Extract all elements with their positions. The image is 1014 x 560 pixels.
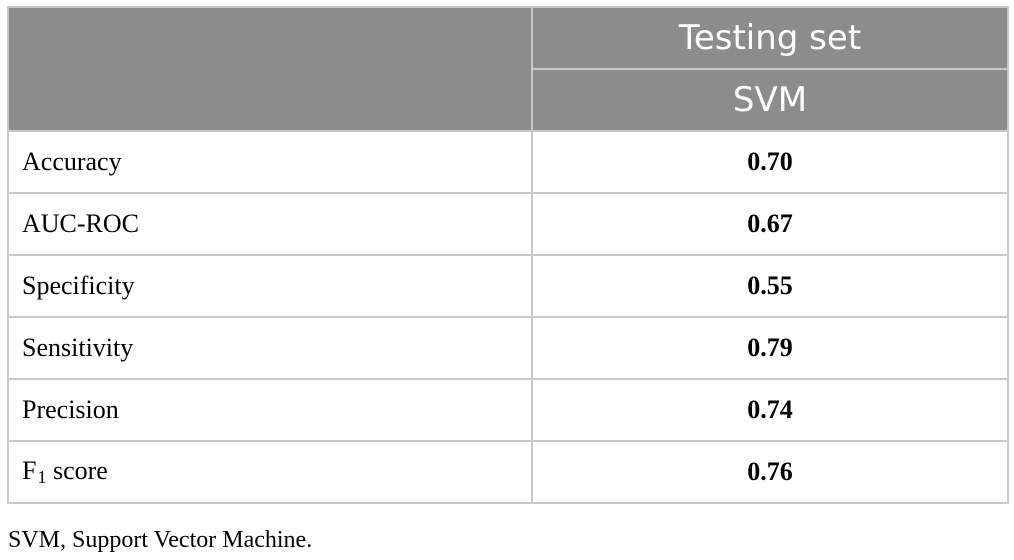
table-footnote: SVM, Support Vector Machine.	[8, 527, 313, 553]
metric-label: F1 score	[7, 440, 533, 504]
table-row: Accuracy 0.70	[7, 130, 1009, 194]
metric-label: Specificity	[7, 254, 533, 318]
metric-value: 0.67	[531, 192, 1009, 256]
metric-value: 0.76	[531, 440, 1009, 504]
metric-label: Accuracy	[7, 130, 533, 194]
metric-value: 0.55	[531, 254, 1009, 318]
header-empty-cell	[7, 6, 533, 132]
metric-value: 0.79	[531, 316, 1009, 380]
metric-label-suffix: score	[46, 456, 108, 485]
metric-label: Precision	[7, 378, 533, 442]
table-row: Specificity 0.55	[7, 254, 1009, 318]
metric-label-subscript: 1	[37, 467, 47, 487]
metric-label: AUC-ROC	[7, 192, 533, 256]
header-model: SVM	[531, 68, 1009, 132]
header-testing-set: Testing set	[531, 6, 1009, 70]
metric-value: 0.70	[531, 130, 1009, 194]
results-table: Testing set SVM Accuracy 0.70 AUC-ROC 0.…	[7, 6, 1009, 504]
metric-label-prefix: F	[22, 456, 37, 485]
table-row: F1 score 0.76	[7, 440, 1009, 504]
table-row: AUC-ROC 0.67	[7, 192, 1009, 256]
metric-label: Sensitivity	[7, 316, 533, 380]
table-row: Sensitivity 0.79	[7, 316, 1009, 380]
table-header-row: SVM	[8, 68, 1009, 132]
table-row: Precision 0.74	[7, 378, 1009, 442]
table-header-row: Testing set	[7, 6, 1009, 132]
metric-value: 0.74	[531, 378, 1009, 442]
